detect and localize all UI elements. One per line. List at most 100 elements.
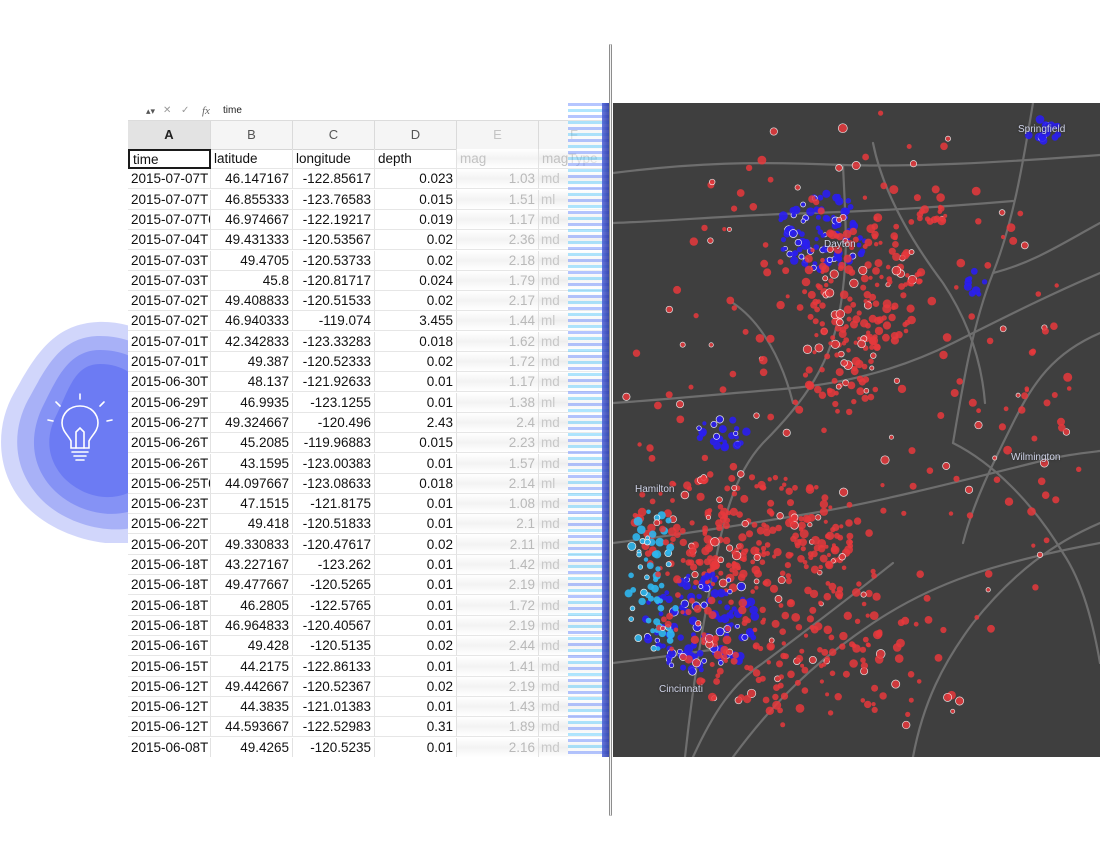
table-cell[interactable]: 2015-06-18T [128,555,211,575]
table-cell[interactable]: 43.1595 [211,453,293,474]
table-cell[interactable]: 1.62 [457,331,539,352]
table-cell[interactable]: 42.342833 [211,331,293,352]
table-cell[interactable]: -122.85617 [293,169,375,190]
table-cell[interactable]: 0.01 [375,392,457,413]
table-cell[interactable]: 2.19 [457,615,539,636]
table-cell[interactable]: 2015-06-30T [128,372,211,393]
table-cell[interactable]: 2.16 [457,737,539,757]
column-header-e[interactable]: E [457,121,539,149]
table-cell[interactable]: 46.9935 [211,392,293,413]
table-cell[interactable]: 0.018 [375,331,457,352]
table-cell[interactable]: 2015-07-07T [128,189,211,210]
table-cell[interactable]: 0.01 [375,555,457,575]
table-cell[interactable]: -120.5135 [293,636,375,657]
table-cell[interactable]: 1.44 [457,311,539,332]
table-cell[interactable]: 2.14 [457,473,539,494]
table-cell[interactable]: 44.3835 [211,697,293,718]
table-cell[interactable]: 0.01 [375,697,457,718]
table-cell[interactable]: 1.41 [457,656,539,677]
header-cell[interactable]: latitude [211,149,293,169]
table-cell[interactable]: 44.593667 [211,717,293,738]
table-cell[interactable]: -120.81717 [293,270,375,291]
table-cell[interactable]: 1.17 [457,372,539,393]
table-cell[interactable]: 49.408833 [211,291,293,312]
table-cell[interactable]: 2015-07-02T [128,291,211,312]
table-cell[interactable]: 2015-06-18T [128,575,211,596]
table-cell[interactable]: 1.57 [457,453,539,474]
table-cell[interactable]: 49.4705 [211,250,293,271]
table-cell[interactable]: 49.442667 [211,676,293,697]
table-cell[interactable]: 2.4 [457,412,539,433]
table-cell[interactable]: 2015-06-25T0 [128,473,211,494]
table-cell[interactable]: 0.01 [375,575,457,596]
column-header-b[interactable]: B [211,121,293,149]
table-cell[interactable]: -123.33283 [293,331,375,352]
table-cell[interactable]: 45.2085 [211,433,293,454]
table-cell[interactable]: 1.08 [457,494,539,515]
table-cell[interactable]: 44.097667 [211,473,293,494]
table-cell[interactable]: 2015-06-12T [128,676,211,697]
table-cell[interactable]: 2015-06-18T [128,615,211,636]
table-cell[interactable]: 1.89 [457,717,539,738]
table-cell[interactable]: 1.51 [457,189,539,210]
table-cell[interactable]: -123.262 [293,555,375,575]
table-cell[interactable]: 2015-06-29T [128,392,211,413]
table-cell[interactable]: -120.5265 [293,575,375,596]
table-cell[interactable]: 2015-06-26T [128,453,211,474]
table-cell[interactable]: 1.38 [457,392,539,413]
table-cell[interactable]: 0.01 [375,595,457,616]
table-cell[interactable]: 2.36 [457,230,539,251]
table-cell[interactable]: 46.2805 [211,595,293,616]
table-cell[interactable]: 0.024 [375,270,457,291]
table-cell[interactable]: 2015-06-12T [128,697,211,718]
table-cell[interactable]: 2015-06-15T [128,656,211,677]
header-cell[interactable]: longitude [293,149,375,169]
table-cell[interactable]: 2.23 [457,433,539,454]
earthquake-map[interactable]: Springfield Dayton Wilmington Hamilton C… [613,103,1100,757]
table-cell[interactable]: 0.01 [375,656,457,677]
table-cell[interactable]: -120.53733 [293,250,375,271]
table-cell[interactable]: 2015-07-04T [128,230,211,251]
table-cell[interactable]: 2.44 [457,636,539,657]
table-cell[interactable]: -120.51833 [293,514,375,535]
table-cell[interactable]: 0.02 [375,352,457,372]
table-cell[interactable]: 1.03 [457,169,539,190]
table-cell[interactable]: 49.324667 [211,412,293,433]
table-cell[interactable]: 45.8 [211,270,293,291]
table-cell[interactable]: -121.01383 [293,697,375,718]
table-cell[interactable]: 0.01 [375,372,457,393]
table-cell[interactable]: 0.02 [375,230,457,251]
table-cell[interactable]: 49.330833 [211,534,293,555]
table-cell[interactable]: 0.015 [375,189,457,210]
table-cell[interactable]: -123.08633 [293,473,375,494]
table-cell[interactable]: 0.018 [375,473,457,494]
table-cell[interactable]: 46.855333 [211,189,293,210]
table-cell[interactable]: -120.496 [293,412,375,433]
table-cell[interactable]: 2015-06-23T [128,494,211,515]
comparison-slider-handle[interactable] [609,44,612,816]
table-cell[interactable]: 46.964833 [211,615,293,636]
table-cell[interactable]: 49.477667 [211,575,293,596]
table-cell[interactable]: 2015-06-18T [128,595,211,616]
header-cell[interactable]: mag [457,149,539,169]
column-header-a[interactable]: A [128,121,211,149]
header-cell[interactable]: time [128,149,211,169]
table-cell[interactable]: 3.455 [375,311,457,332]
table-cell[interactable]: 0.019 [375,209,457,230]
table-cell[interactable]: 2015-06-26T [128,433,211,454]
name-box-stepper-icon[interactable]: ▴▾ [146,106,156,116]
table-cell[interactable]: -120.51533 [293,291,375,312]
table-cell[interactable]: 2015-06-22T [128,514,211,535]
column-header-c[interactable]: C [293,121,375,149]
table-cell[interactable]: 1.43 [457,697,539,718]
table-cell[interactable]: 2.19 [457,575,539,596]
table-cell[interactable]: -119.96883 [293,433,375,454]
table-cell[interactable]: 0.02 [375,636,457,657]
table-cell[interactable]: 2015-07-03T [128,250,211,271]
table-cell[interactable]: 49.418 [211,514,293,535]
table-cell[interactable]: 0.015 [375,433,457,454]
table-cell[interactable]: -120.40567 [293,615,375,636]
table-cell[interactable]: 47.1515 [211,494,293,515]
formula-input[interactable]: time [223,105,242,116]
table-cell[interactable]: 2015-07-07T [128,169,211,190]
